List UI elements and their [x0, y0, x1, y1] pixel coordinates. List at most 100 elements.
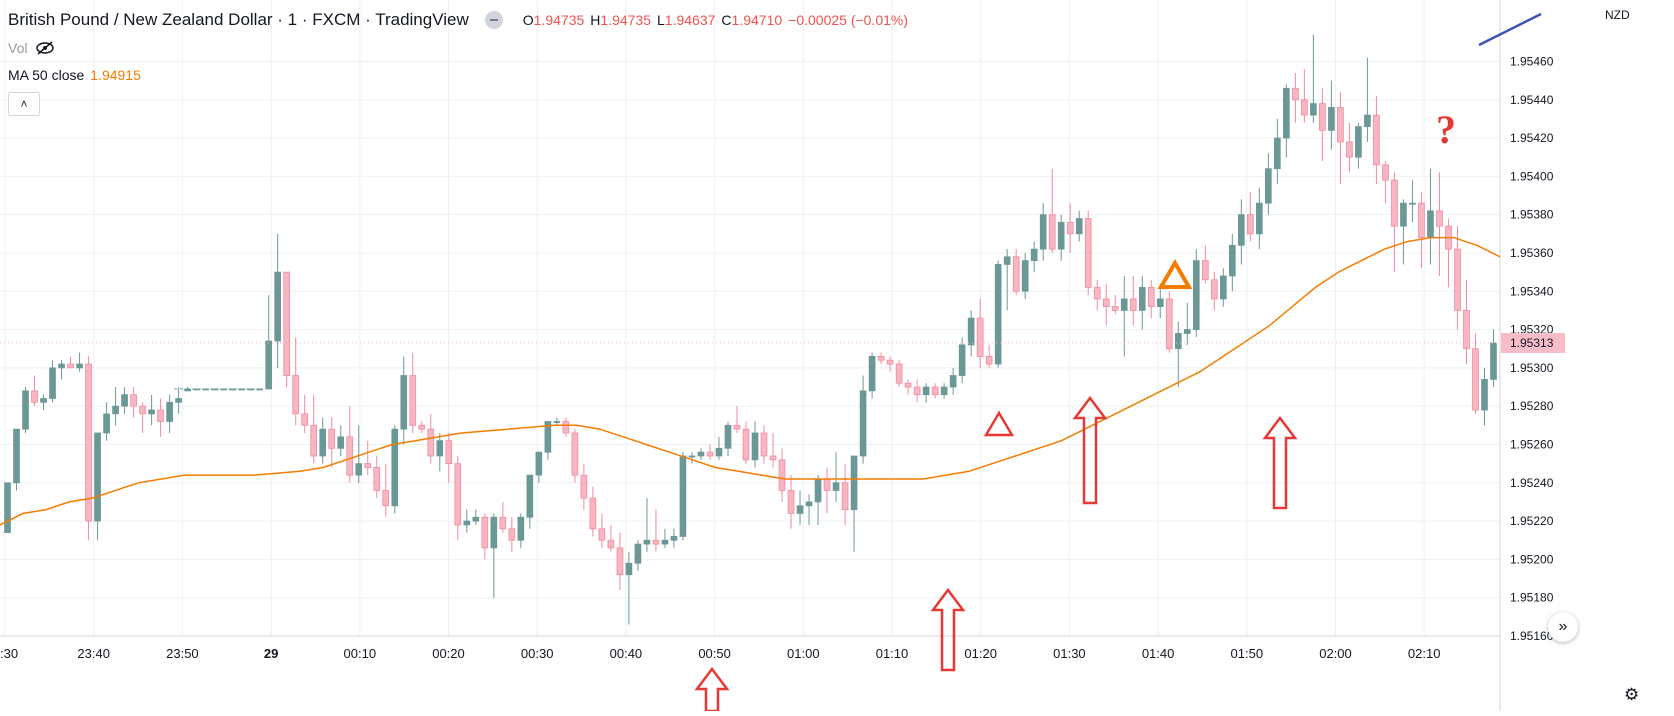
candle-body — [778, 459, 786, 491]
candle-body — [805, 501, 813, 507]
question-mark-annotation: ? — [1436, 107, 1456, 152]
candle-body — [1472, 348, 1479, 411]
candle-body — [1301, 99, 1308, 116]
candle-body — [1364, 114, 1371, 127]
ma-indicator[interactable]: MA 50 close 1.94915 — [8, 67, 141, 83]
candle-body — [1192, 260, 1200, 330]
candle-body — [391, 428, 399, 507]
candle-body — [4, 482, 11, 533]
candle-body — [1174, 333, 1182, 350]
candle-body — [481, 516, 489, 549]
candle-body — [1066, 221, 1074, 235]
candle-body — [571, 432, 579, 476]
candle-body — [1391, 179, 1398, 227]
candle-body — [301, 413, 309, 426]
candle-body — [454, 463, 462, 526]
candle-body — [1265, 168, 1272, 204]
candle-body — [589, 497, 597, 530]
candle-body — [319, 428, 327, 457]
candle-body — [796, 505, 804, 514]
ma-label: MA 50 close — [8, 67, 85, 83]
candle-body — [1021, 260, 1029, 292]
candle-body — [445, 440, 453, 465]
chevron-up-icon: ˄ — [20, 97, 28, 111]
candle-body — [553, 421, 561, 423]
candle-body — [733, 424, 741, 430]
up-arrow-annotation — [930, 587, 966, 672]
candle-body — [1075, 218, 1083, 235]
candle-body — [688, 455, 696, 458]
scroll-to-realtime-button[interactable]: » — [1548, 612, 1578, 642]
candle-body — [337, 436, 345, 449]
candle-body — [40, 398, 47, 403]
candle-body — [760, 432, 768, 457]
collapse-indicators-button[interactable]: ˄ — [8, 92, 40, 116]
ohlc-low-value: 1.94637 — [664, 12, 716, 28]
triangle-annotation — [983, 410, 1015, 437]
candle-body — [418, 424, 426, 430]
candle-body — [1111, 306, 1119, 311]
y-tick-label: 1.95460 — [1510, 54, 1554, 68]
symbol-title[interactable]: British Pound / New Zealand Dollar · 1 ·… — [8, 10, 469, 29]
double-chevron-right-icon: » — [1558, 618, 1568, 635]
y-tick-label: 1.95340 — [1510, 284, 1554, 298]
candle-body — [661, 539, 669, 545]
candle-body — [292, 375, 300, 415]
candle-body — [895, 363, 903, 384]
currency-label[interactable]: NZD — [1605, 8, 1630, 22]
candle-body — [823, 478, 831, 491]
candle-body — [166, 401, 173, 422]
candle-body — [1165, 298, 1173, 350]
volume-indicator[interactable]: Vol — [8, 40, 55, 56]
candle-body — [1138, 287, 1146, 311]
trendline-annotation — [1478, 12, 1542, 47]
candle-body — [913, 386, 921, 396]
gear-icon[interactable]: ⚙ — [1624, 685, 1640, 704]
price-tag-bg — [1501, 332, 1565, 353]
ohlc-high-key: H — [590, 12, 601, 28]
triangle-annotation-orange — [1157, 259, 1193, 289]
x-tick-label: 00:30 — [521, 646, 554, 661]
eye-hidden-icon[interactable] — [35, 41, 55, 55]
candle-body — [112, 405, 119, 415]
candle-body — [175, 398, 182, 403]
collapse-legend-icon[interactable] — [484, 11, 503, 29]
x-tick-label: 23:50 — [166, 646, 199, 661]
candle-body — [868, 355, 876, 392]
candle-body — [1373, 114, 1380, 166]
candle-body — [976, 317, 984, 357]
x-tick-label: 02:00 — [1319, 646, 1352, 661]
candle-body — [643, 539, 651, 545]
candle-body — [148, 409, 155, 415]
x-tick-label: 02:10 — [1408, 646, 1441, 661]
candle-body — [1283, 87, 1290, 139]
x-tick-label: 00:10 — [344, 646, 377, 661]
y-tick-label: 1.95160 — [1510, 629, 1554, 643]
candle-body — [85, 363, 92, 522]
ohlc-close-value: 1.94710 — [731, 12, 783, 28]
candle-body — [364, 463, 372, 468]
candle-body — [22, 390, 29, 430]
candle-body — [832, 482, 840, 491]
chart-legend: British Pound / New Zealand Dollar · 1 ·… — [8, 10, 908, 30]
candle-body — [1003, 256, 1011, 265]
candle-body — [508, 528, 516, 541]
candle-body — [1427, 210, 1434, 239]
candle-body — [949, 375, 957, 388]
candle-body — [328, 428, 336, 449]
candle-body — [1219, 275, 1227, 300]
y-tick-label: 1.95380 — [1510, 208, 1554, 222]
candle-body — [1183, 329, 1191, 334]
x-tick-label: 01:20 — [964, 646, 997, 661]
candle-body — [904, 382, 912, 388]
ohlc-close-key: C — [721, 12, 732, 28]
candle-body — [13, 428, 20, 484]
candle-body — [1337, 107, 1344, 143]
y-tick-label: 1.95220 — [1510, 514, 1554, 528]
candle-body — [994, 264, 1002, 365]
candle-body — [1048, 214, 1056, 250]
ohlc-values: O1.94735 H1.94735 L1.94637 C1.94710 −0.0… — [523, 12, 908, 28]
x-tick-label: :30 — [0, 646, 18, 661]
